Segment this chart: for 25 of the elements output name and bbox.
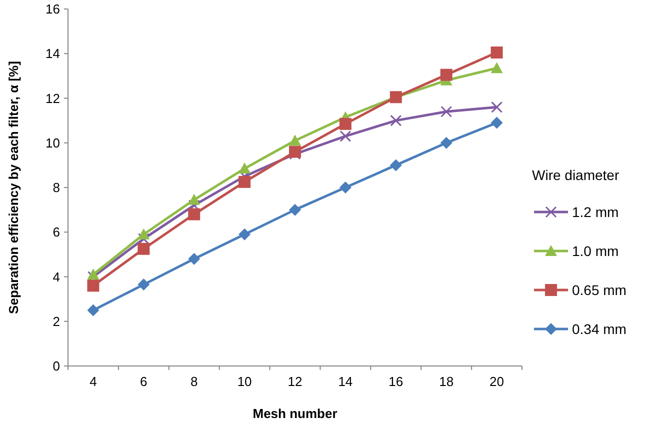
x-tick-label: 4 [90,374,97,389]
y-tick-label: 14 [46,46,60,62]
x-tick-label: 20 [490,374,504,389]
legend-label: 1.0 mm [572,242,619,259]
y-tick-label: 0 [52,358,60,374]
x-tick-label: 8 [190,374,198,389]
y-tick-label: 2 [52,314,60,329]
x-tick-label: 16 [388,374,404,389]
x-tick-label: 14 [338,374,353,389]
x-axis-title: Mesh number [252,406,338,421]
y-axis-title: Separation efficiency by each filter, α [%] [6,61,21,314]
y-tick-label: 10 [46,135,60,150]
legend-label: 0.34 mm [572,320,626,337]
legend-label: 0.65 mm [572,282,626,298]
x-tick-label: 6 [140,374,148,389]
legend-title: Wire diameter [532,167,620,183]
x-tick-label: 18 [439,374,454,389]
y-tick-label: 6 [52,224,60,240]
y-tick-label: 8 [52,180,60,196]
y-tick-label: 16 [46,2,60,17]
y-tick-label: 12 [46,90,60,106]
y-tick-label: 4 [52,269,60,284]
x-tick-label: 12 [288,374,302,389]
legend-label: 1.2 mm [572,204,619,220]
x-tick-label: 10 [237,374,252,389]
